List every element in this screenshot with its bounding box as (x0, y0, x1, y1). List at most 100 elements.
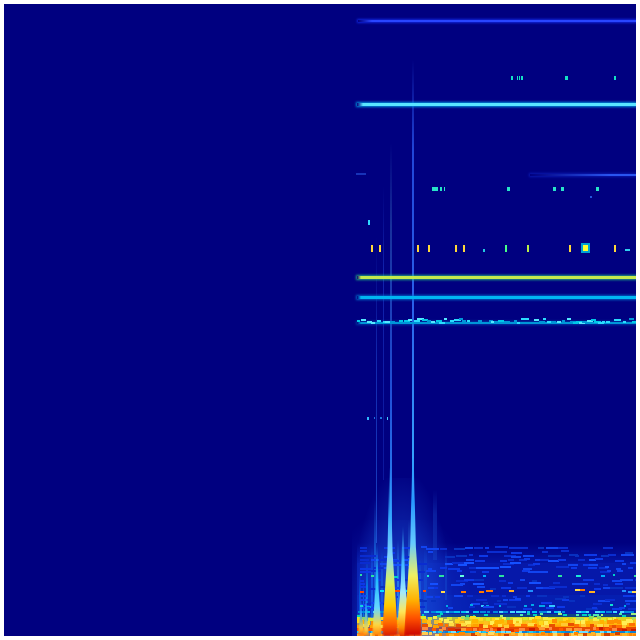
noise-speck (508, 599, 522, 602)
noise-speck (538, 627, 546, 631)
noise-speck (485, 590, 494, 593)
noise-speck (426, 320, 431, 323)
noise-speck (603, 583, 608, 586)
noise-speck (537, 546, 544, 549)
noise-speck (471, 602, 481, 605)
burst-row-c-dot (625, 249, 630, 251)
vertical-stripe (445, 548, 447, 600)
noise-speck (455, 619, 461, 624)
noise-speck (631, 616, 636, 620)
noise-speck (450, 319, 454, 322)
noise-speck (464, 578, 478, 581)
noise-speck (360, 598, 369, 601)
noise-speck (454, 318, 461, 321)
noise-speck (478, 627, 485, 631)
noise-speck (617, 570, 623, 573)
noise-speck (423, 611, 430, 613)
noise-speck (467, 595, 474, 597)
noise-speck (435, 595, 441, 598)
noise-speck (582, 613, 588, 616)
noise-speck (558, 620, 566, 625)
noise-speck (448, 567, 461, 570)
burst-row-c-dot (428, 245, 430, 252)
noise-speck (610, 586, 623, 589)
burst-row-c-dot (505, 245, 507, 252)
noise-speck (604, 599, 616, 602)
noise-speck (484, 620, 488, 625)
noise-speck (495, 546, 509, 549)
noise-speck (590, 623, 594, 627)
noise-speck (549, 604, 555, 607)
noise-speck (472, 614, 476, 617)
noise-speck (427, 624, 433, 628)
noise-speck (609, 633, 615, 637)
noise-speck (421, 631, 427, 633)
noise-speck (531, 604, 535, 606)
vertical-stripe (366, 560, 368, 636)
noise-speck (625, 587, 636, 590)
noise-speck (457, 616, 464, 620)
noise-speck (466, 627, 472, 631)
noise-speck (508, 547, 520, 549)
noise-speck (449, 620, 454, 625)
noise-speck (539, 570, 548, 573)
noise-speck (598, 599, 611, 602)
noise-speck (613, 619, 619, 624)
noise-speck (558, 546, 568, 549)
wash-band (357, 614, 636, 617)
flame-plume (363, 590, 369, 636)
noise-speck (454, 611, 460, 613)
noise-speck (459, 583, 465, 586)
noise-speck (578, 321, 586, 324)
noise-speck (404, 319, 411, 322)
noise-speck (526, 611, 530, 613)
noise-speck (476, 586, 485, 588)
noise-speck (615, 624, 622, 628)
noise-speck (548, 623, 555, 627)
noise-speck (514, 623, 522, 627)
burst-row-c-dot (455, 245, 457, 252)
noise-speck (604, 566, 610, 569)
noise-speck (514, 628, 521, 632)
noise-speck (499, 611, 504, 613)
noise-speck (549, 586, 562, 589)
noise-speck (446, 611, 453, 613)
noise-speck (371, 574, 375, 577)
square-row-b-dot (507, 187, 510, 191)
noise-speck (574, 624, 580, 627)
noise-speck (464, 562, 474, 565)
noise-speck (422, 632, 429, 636)
noise-speck (540, 602, 552, 605)
noise-speck (366, 620, 370, 625)
tick-row-a-dot (565, 76, 568, 80)
noise-speck (629, 562, 640, 565)
noise-speck (540, 632, 546, 636)
noise-speck (628, 318, 635, 321)
noise-speck (380, 586, 386, 589)
noise-speck (516, 586, 528, 589)
noise-speck (426, 547, 439, 550)
noise-speck (483, 628, 490, 632)
noise-speck (495, 617, 500, 621)
noise-speck (543, 587, 555, 590)
noise-speck (622, 321, 627, 324)
noise-speck (485, 547, 490, 550)
noise-speck (496, 599, 501, 602)
noise-speck (505, 631, 512, 633)
noise-speck (538, 625, 543, 628)
noise-speck (526, 613, 530, 616)
noise-speck (431, 599, 436, 602)
noise-speck (576, 614, 580, 617)
noise-speck (438, 628, 443, 632)
noise-speck (464, 620, 472, 625)
noise-speck (582, 631, 588, 633)
noise-speck (517, 632, 523, 636)
noise-speck (538, 611, 544, 613)
burst-row-c-dot (614, 245, 616, 252)
noise-speck (491, 321, 497, 324)
noise-speck (459, 574, 465, 577)
noise-speck (507, 606, 516, 609)
noise-speck (472, 321, 479, 324)
noise-speck (413, 578, 424, 581)
noise-speck (379, 611, 386, 613)
